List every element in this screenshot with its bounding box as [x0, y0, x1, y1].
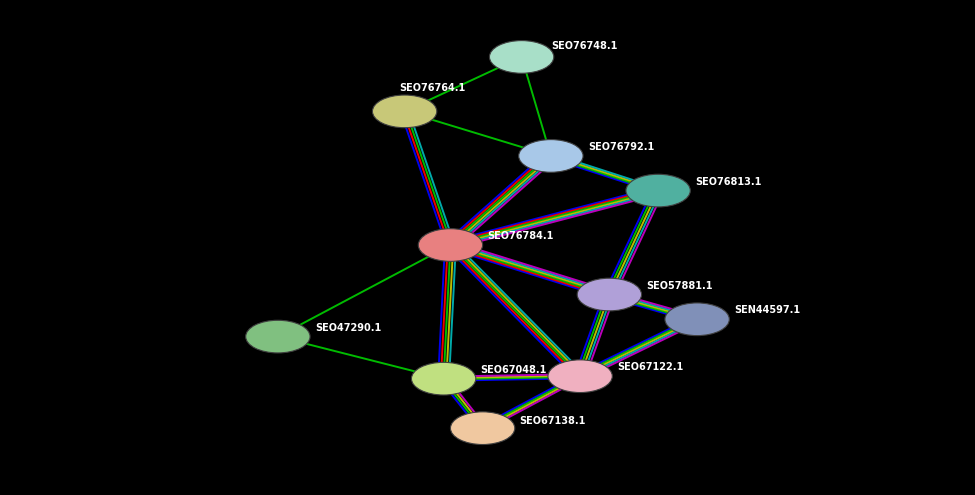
Circle shape: [372, 95, 437, 128]
Text: SEO67122.1: SEO67122.1: [617, 362, 683, 372]
Circle shape: [548, 360, 612, 393]
Text: SEO76748.1: SEO76748.1: [551, 41, 617, 51]
Circle shape: [577, 278, 642, 311]
Text: SEO76813.1: SEO76813.1: [695, 177, 761, 187]
Text: SEO76764.1: SEO76764.1: [400, 83, 466, 93]
Text: SEN44597.1: SEN44597.1: [734, 305, 800, 315]
Text: SEO47290.1: SEO47290.1: [315, 323, 381, 333]
Text: SEO76784.1: SEO76784.1: [488, 231, 554, 241]
Text: SEO67048.1: SEO67048.1: [481, 365, 547, 375]
Circle shape: [450, 412, 515, 445]
Circle shape: [418, 229, 483, 261]
Circle shape: [519, 140, 583, 172]
Circle shape: [246, 320, 310, 353]
Text: SEO76792.1: SEO76792.1: [588, 142, 654, 152]
Text: SEO57881.1: SEO57881.1: [646, 281, 713, 291]
Circle shape: [489, 41, 554, 73]
Text: SEO67138.1: SEO67138.1: [520, 416, 586, 426]
Circle shape: [411, 362, 476, 395]
Circle shape: [665, 303, 729, 336]
Circle shape: [626, 174, 690, 207]
